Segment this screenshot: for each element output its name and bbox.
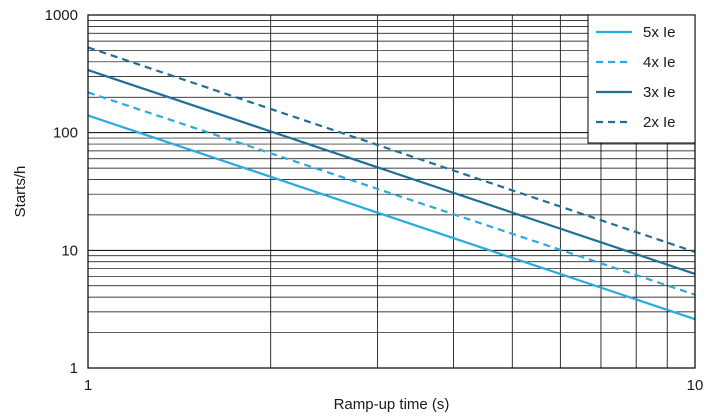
x-tick-label: 10 <box>687 377 704 394</box>
legend: 5x Ie 4x Ie 3x Ie 2x Ie <box>587 14 696 144</box>
y-tick-label: 10 <box>61 242 78 259</box>
legend-label: 3x Ie <box>643 84 676 101</box>
legend-label: 4x Ie <box>643 54 676 71</box>
y-tick-label: 100 <box>53 125 78 142</box>
series-line <box>87 91 696 296</box>
series-line <box>87 69 696 275</box>
x-tick-label: 1 <box>84 377 92 394</box>
legend-label: 5x Ie <box>643 24 676 41</box>
y-tick-label: 1000 <box>45 7 78 24</box>
plot-frame <box>87 14 696 369</box>
series-line <box>87 114 696 321</box>
y-tick-label: 1 <box>70 360 78 377</box>
legend-label: 2x Ie <box>643 114 676 131</box>
plot-lines <box>87 46 696 321</box>
x-axis-title: Ramp-up time (s) <box>334 396 450 413</box>
legend-box <box>587 14 696 144</box>
y-axis-title: Starts/h <box>12 166 29 218</box>
series-line <box>87 46 696 253</box>
tick-labels: 1 10 1 10 100 1000 <box>45 7 704 394</box>
